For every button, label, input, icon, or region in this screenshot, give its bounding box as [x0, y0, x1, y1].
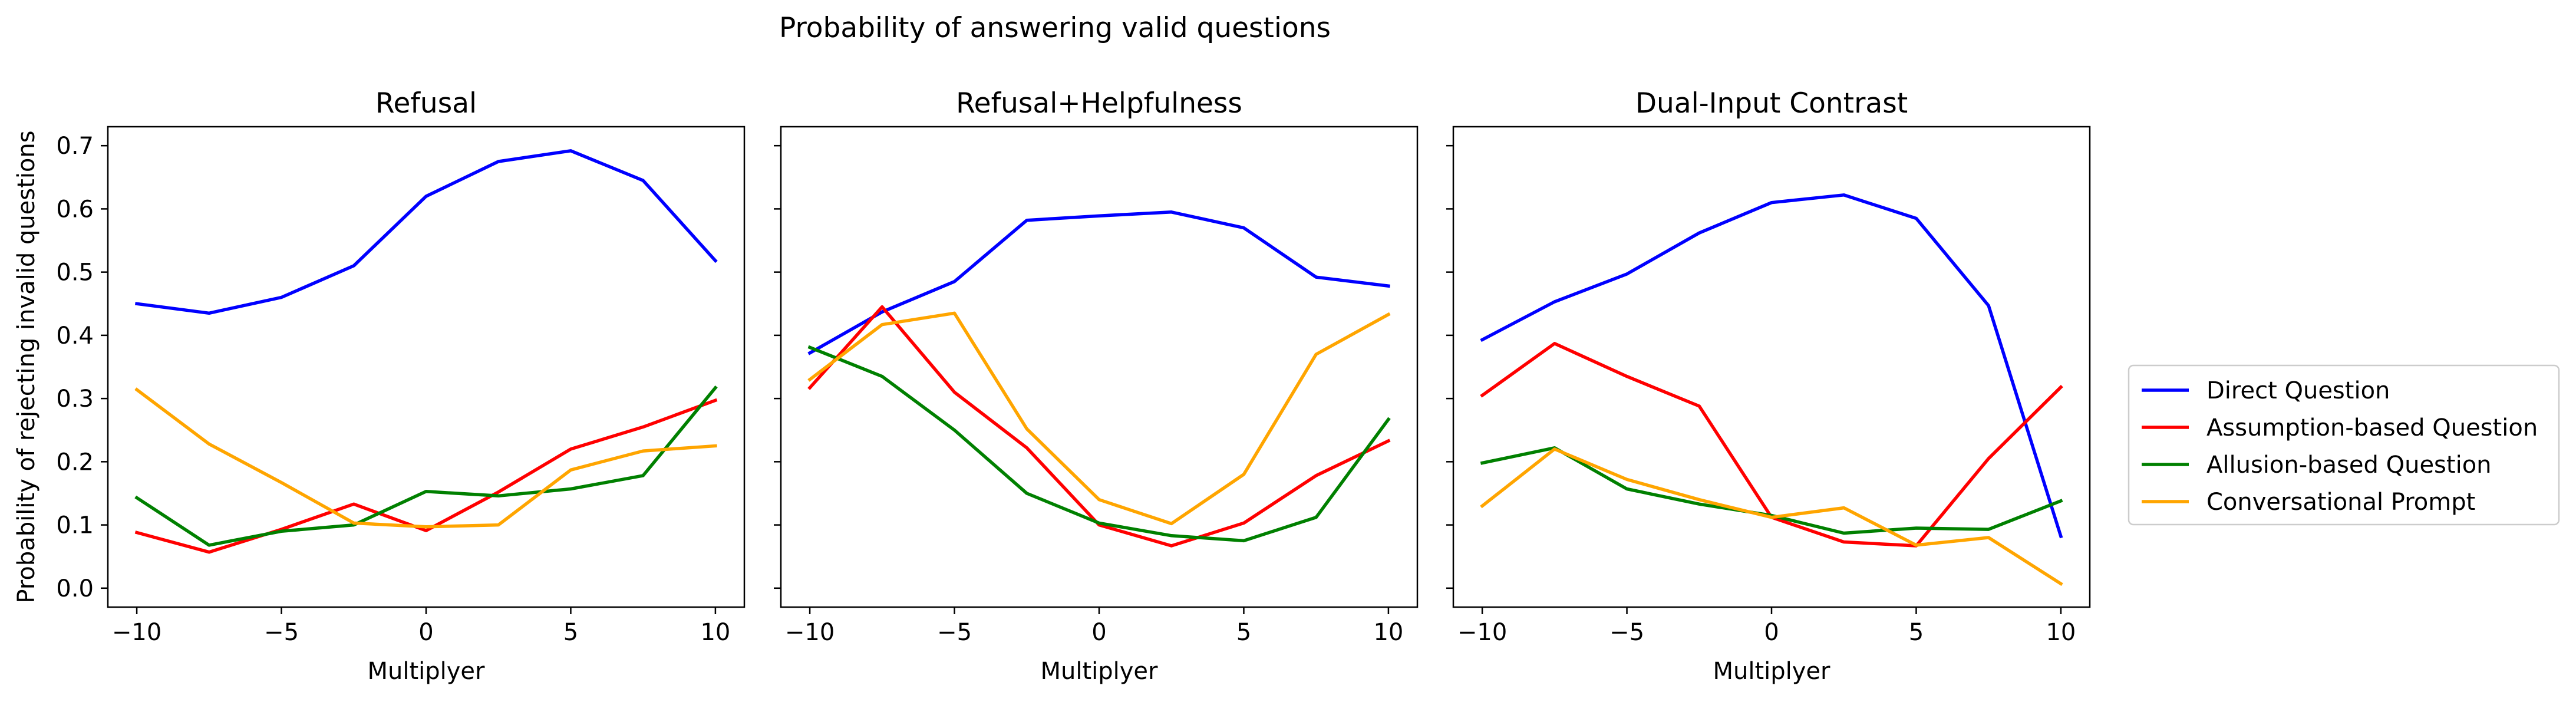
series-line-allusion-based-question [807, 345, 1391, 543]
figure-suptitle: Probability of answering valid questions [779, 12, 1331, 44]
panel-2: −10 −5 0 5 10 Refusal+Helpfulness Multiplyer [774, 87, 1419, 685]
x-tick-label: −5 [1609, 619, 1644, 646]
series-line-allusion-based-question [134, 385, 718, 547]
x-tick-label: −5 [937, 619, 972, 646]
y-tick-label: 0.0 [56, 575, 94, 602]
series-line-conversational-prompt [134, 387, 717, 529]
panel-3: −10 −5 0 5 10 Dual-Input Contrast Multiplyer [1446, 87, 2091, 685]
y-tick-label: 0.1 [56, 512, 94, 539]
y-tick-label: 0.7 [56, 133, 94, 160]
x-tick-label: −5 [264, 619, 299, 646]
x-tick-label: 10 [2046, 619, 2076, 646]
legend-label: Direct Question [2206, 377, 2390, 404]
legend-label: Assumption-based Question [2206, 414, 2538, 441]
series-line-conversational-prompt [1480, 447, 2063, 586]
legend: Direct Question Assumption-based Question… [2128, 364, 2560, 526]
x-axis-label: Multiplyer [1713, 658, 1830, 685]
y-tick-label: 0.5 [56, 259, 94, 286]
series-line-direct-question [807, 210, 1390, 355]
y-tick-label: 0.6 [56, 196, 94, 223]
y-axis-label: Probability of rejecting invalid questio… [13, 130, 40, 603]
x-axis-label: Multiplyer [1040, 658, 1158, 685]
x-tick-label: 10 [1373, 619, 1403, 646]
x-tick-label: −10 [785, 619, 835, 646]
x-axis-label: Multiplyer [367, 658, 485, 685]
x-tick-label: 5 [1909, 619, 1924, 646]
legend-label: Conversational Prompt [2206, 489, 2475, 516]
series-line-direct-question [1480, 193, 2063, 539]
x-tick-label: 5 [563, 619, 578, 646]
x-tick-label: 0 [1764, 619, 1779, 646]
panel-title: Dual-Input Contrast [1635, 87, 1908, 120]
panel-title: Refusal+Helpfulness [956, 87, 1242, 120]
x-tick-label: 0 [418, 619, 433, 646]
x-tick-label: 5 [1236, 619, 1251, 646]
x-tick-label: −10 [112, 619, 161, 646]
y-tick-label: 0.4 [56, 322, 94, 350]
series-line-conversational-prompt [807, 311, 1391, 526]
y-tick-label: 0.3 [56, 385, 94, 413]
chart-panels: −10 −5 0 5 10 0.0 0.1 0.2 0.3 0.4 0.5 0.6 0.7 Refusal… [13, 87, 2091, 685]
panel-title: Refusal [375, 87, 477, 120]
x-tick-label: 10 [700, 619, 730, 646]
x-tick-label: −10 [1457, 619, 1507, 646]
series-line-assumption-based-question [807, 305, 1391, 548]
panel-1: −10 −5 0 5 10 0.0 0.1 0.2 0.3 0.4 0.5 0.6 0.7 Refusal… [13, 87, 746, 685]
series-line-direct-question [135, 149, 718, 315]
legend-label: Allusion-based Question [2206, 451, 2492, 479]
x-tick-label: 0 [1091, 619, 1106, 646]
y-tick-label: 0.2 [56, 449, 94, 476]
legend-frame [2128, 364, 2560, 526]
series-line-assumption-based-question [134, 398, 718, 554]
series-line-allusion-based-question [1480, 446, 2063, 535]
